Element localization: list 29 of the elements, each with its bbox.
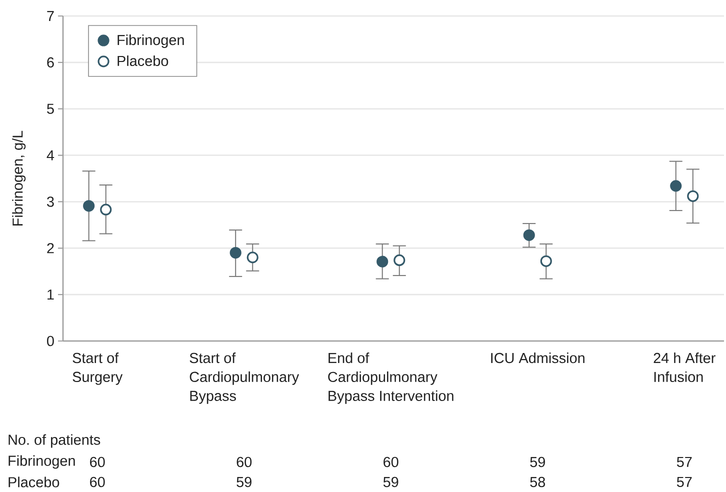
text: 60	[90, 476, 105, 488]
x-tick-label: Start of Surgery	[72, 352, 123, 385]
text: 59	[530, 456, 545, 468]
y-axis-title: Fibrinogen, g/L	[12, 130, 26, 226]
text: 59	[236, 476, 252, 488]
y-tick-label: 7	[47, 11, 54, 21]
y-tick-label: 2	[47, 243, 54, 254]
text: Placebo	[8, 476, 60, 488]
y-tick-label: 4	[46, 150, 54, 160]
y-tick-label: 6	[47, 57, 54, 68]
text: 60	[236, 456, 252, 468]
x-tick-label: 24 h After Infusion	[654, 352, 716, 382]
text: 60	[384, 456, 398, 468]
text: 57	[676, 476, 692, 488]
text: No. of patients	[8, 434, 100, 448]
text: Fibrinogen	[8, 455, 75, 469]
x-tick-label: Start of Cardiopulmonary Bypass	[190, 352, 300, 404]
text: 59	[383, 476, 398, 488]
y-tick-label: 0	[47, 336, 54, 346]
y-tick-label: 3	[46, 196, 54, 207]
legend-label: Placebo	[118, 55, 168, 66]
text: 58	[530, 476, 546, 488]
legend-label: Fibrinogen	[118, 34, 184, 48]
text: 57	[676, 456, 692, 468]
y-tick-label: 1	[48, 290, 54, 300]
x-tick-label: End of Cardiopulmonary Bypass Intervention	[328, 352, 454, 404]
y-tick-label: 5	[47, 104, 54, 114]
text: 60	[90, 456, 105, 468]
x-tick-label: ICU Admission	[491, 352, 584, 364]
